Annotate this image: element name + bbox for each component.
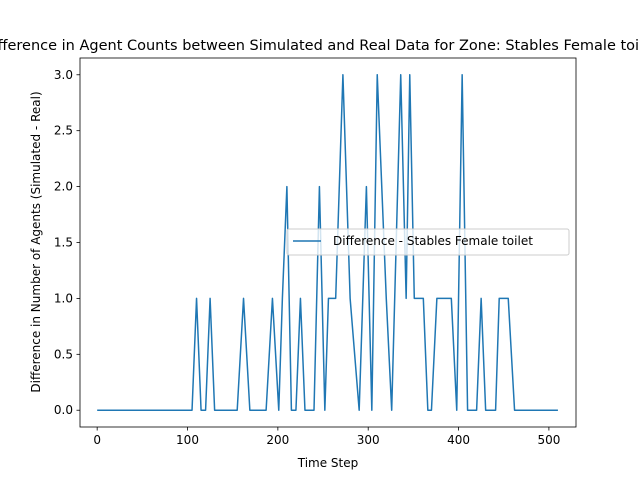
y-tick-label: 0.5 <box>54 347 73 361</box>
y-tick-label: 1.5 <box>54 236 73 250</box>
x-tick-label: 500 <box>537 433 560 447</box>
x-tick-label: 0 <box>93 433 101 447</box>
x-tick-label: 100 <box>176 433 199 447</box>
chart-title: Difference in Agent Counts between Simul… <box>0 38 640 54</box>
x-axis-label: Time Step <box>297 456 359 470</box>
y-tick-label: 2.0 <box>54 180 73 194</box>
y-tick-label: 1.0 <box>54 291 73 305</box>
axes: 0 100 200 300 400 500 0.0 0.5 1.0 1.5 2.0 2.5 3.0 <box>54 57 577 447</box>
y-tick-label: 0.0 <box>54 403 73 417</box>
y-tick-label: 3.0 <box>54 68 73 82</box>
legend-label: Difference - Stables Female toilet <box>333 234 533 248</box>
x-tick-label: 300 <box>357 433 380 447</box>
y-tick-label: 2.5 <box>54 124 73 138</box>
x-tick-label: 400 <box>447 433 470 447</box>
x-tick-label: 200 <box>266 433 289 447</box>
legend: Difference - Stables Female toilet <box>286 228 570 256</box>
y-axis-label: Difference in Number of Agents (Simulate… <box>29 91 43 392</box>
legend-box <box>286 228 570 256</box>
